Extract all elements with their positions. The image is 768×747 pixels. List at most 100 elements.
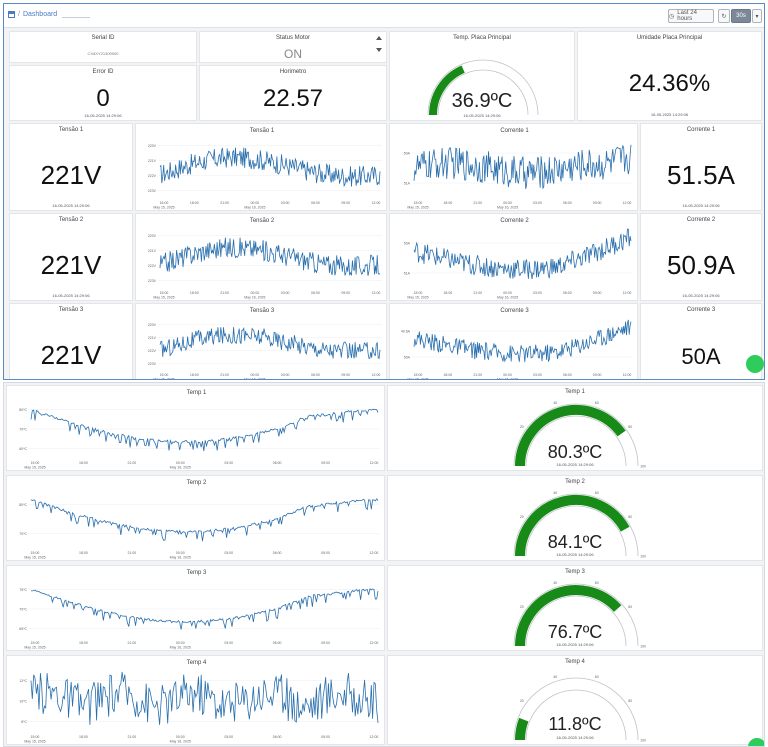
- y-tick-label: 70ºC: [19, 608, 27, 612]
- x-tick-label: May 15, 2025: [407, 296, 428, 300]
- dashboard-bottom-view: Temp 1 80ºC 70ºC 60ºC 15:00 May 15, 2025 18:00…: [3, 382, 765, 747]
- timestamp: 16-05-2025 14:29:06: [556, 642, 594, 647]
- time-range-picker[interactable]: ◷ Last 24 hours: [668, 9, 714, 23]
- x-tick-label: 03:00: [281, 201, 290, 205]
- chart-title: Temp 1: [187, 390, 207, 396]
- status-indicator[interactable]: [746, 355, 764, 373]
- timestamp: 16-05-2025 14:29:06: [556, 552, 594, 557]
- panel-temp1-chart: Temp 1 80ºC 70ºC 60ºC 15:00 May 15, 2025 18:00…: [6, 385, 385, 471]
- x-tick-label: 09:00: [341, 291, 350, 295]
- series-line: [31, 588, 379, 630]
- y-tick-label: 222V: [148, 174, 157, 178]
- horimetro-value: 22.57: [262, 85, 324, 112]
- series-line: [30, 498, 379, 542]
- x-tick-label: 21:00: [127, 461, 136, 465]
- y-tick-label: 10ºC: [19, 700, 27, 704]
- series-line: [30, 408, 379, 452]
- panel-status-motor: Status Motor ON: [199, 31, 387, 63]
- panel-title: Status Motor: [275, 35, 310, 41]
- x-tick-label: 21:00: [220, 373, 229, 377]
- panel-title: Horimetro: [279, 69, 307, 75]
- x-tick-label: 03:00: [533, 291, 542, 295]
- gauge-temp4: 20 40 60 80 100: [513, 675, 646, 743]
- x-tick-label: May 15, 2025: [153, 378, 174, 381]
- refresh-icon: ↻: [721, 13, 727, 20]
- gauge-tick-label: 20: [520, 515, 524, 519]
- breadcrumb-current[interactable]: Dashboard: [22, 11, 58, 18]
- x-tick-label: 09:00: [593, 373, 602, 377]
- gauge-outline: [513, 677, 639, 741]
- chevron-down-icon: ▾: [755, 13, 759, 20]
- x-tick-label: 03:00: [281, 291, 290, 295]
- chart-title: Tensão 3: [250, 308, 275, 314]
- x-tick-label: 00:00: [176, 551, 185, 555]
- series-line: [413, 228, 632, 280]
- y-tick-label: 222V: [148, 264, 157, 268]
- gauge-tick-label: 60: [595, 675, 599, 679]
- x-tick-label: May 15, 2025: [153, 296, 174, 300]
- gauge-temp3: 20 40 60 80 100: [513, 581, 646, 649]
- panel-corrente1-chart: Corrente 1 50A 51A 15:00 May 15, 2025 18:00 21…: [389, 123, 638, 211]
- y-tick-label: 50A: [404, 356, 411, 360]
- panel-tensao2-chart: Tensão 2 220V 221V 222V 223V 15:00 May 15, 202…: [135, 213, 387, 301]
- header-bar: / Dashboard ◷ Last 24 hours ↻ 30s ▾: [4, 4, 764, 28]
- x-tick-label: 09:00: [341, 201, 350, 205]
- panel-corrente2-stat: Corrente 2 50.9A 16-05-2025 14:29:06: [640, 213, 762, 301]
- panel-tensao1-stat: Tensão 1 221V 16-05-2025 14:29:06: [9, 123, 133, 211]
- gauge-outline: [427, 59, 539, 116]
- x-tick-label: 03:00: [224, 551, 233, 555]
- interval-dropdown[interactable]: ▾: [752, 9, 762, 23]
- x-tick-label: 21:00: [127, 551, 136, 555]
- panel-corrente2-chart: Corrente 2 50A 51A 15:00 May 15, 2025 18:00 21…: [389, 213, 638, 301]
- x-tick-label: 15:00: [31, 641, 40, 645]
- timestamp: 16-05-2025 14:29:06: [682, 203, 720, 208]
- y-tick-label: 221V: [148, 249, 157, 253]
- gauge-tick-label: 20: [520, 425, 524, 429]
- x-tick-label: 12:00: [370, 735, 379, 739]
- panel-serial-id: Serial ID CX8XY21309900: [9, 31, 197, 63]
- panel-title: Temp 3: [565, 569, 585, 575]
- timestamp: 16-05-2025 14:29:06: [650, 112, 689, 117]
- gauge-temp2: 20 40 60 80 100: [513, 491, 646, 559]
- panel-temp4-gauge: Temp 4 20 40 60 80 100 11.8ºC 16-05-2025 14:…: [387, 655, 763, 745]
- series-line: [30, 671, 379, 725]
- corrente2-value: 50.9A: [667, 250, 735, 280]
- x-tick-label: 15:00: [160, 201, 169, 205]
- x-tick-label: 06:00: [563, 201, 572, 205]
- x-tick-label: May 16, 2025: [170, 740, 191, 744]
- status-indicator[interactable]: [748, 738, 764, 746]
- panel-umidade: Umidade Placa Principal 24.36% 16-05-202…: [577, 31, 762, 121]
- gauge-fill: [515, 585, 622, 647]
- gauge-tick-label: 100: [640, 555, 646, 559]
- x-tick-label: 03:00: [533, 373, 542, 377]
- x-tick-label: 06:00: [563, 373, 572, 377]
- x-tick-label: May 15, 2025: [24, 740, 45, 744]
- x-tick-label: 09:00: [321, 735, 330, 739]
- x-tick-label: 00:00: [503, 373, 512, 377]
- x-tick-label: 12:00: [370, 461, 379, 465]
- gauge-outline: [513, 493, 639, 557]
- y-tick-label: 8ºC: [21, 720, 27, 724]
- x-tick-label: 09:00: [321, 551, 330, 555]
- refresh-interval[interactable]: 30s: [731, 9, 751, 23]
- x-tick-label: 00:00: [250, 201, 259, 205]
- gauge-value: 80.3ºC: [547, 442, 603, 462]
- home-icon[interactable]: [8, 11, 15, 18]
- x-tick-label: 15:00: [160, 291, 169, 295]
- panel-temp1-gauge: Temp 1 20 40 60 80 100 80.3ºC 16-05-2025 14:…: [387, 385, 763, 471]
- y-tick-label: 80ºC: [19, 408, 27, 412]
- y-tick-label: 223V: [148, 189, 157, 193]
- x-tick-label: May 16, 2025: [170, 646, 191, 650]
- y-tick-label: 80ºC: [19, 503, 27, 507]
- refresh-button[interactable]: ↻: [718, 9, 730, 23]
- x-tick-label: 00:00: [503, 201, 512, 205]
- scroll-up-icon[interactable]: [376, 36, 382, 40]
- x-tick-label: 15:00: [414, 201, 423, 205]
- x-tick-label: 06:00: [311, 291, 320, 295]
- timestamp: 16-05-2025 14:29:06: [84, 113, 122, 118]
- gauge-outline: [513, 403, 639, 467]
- panel-title: Temp. Placa Principal: [453, 35, 511, 41]
- y-tick-label: 12ºC: [19, 679, 27, 683]
- x-tick-label: May 16, 2025: [497, 206, 518, 210]
- scroll-down-icon[interactable]: [376, 48, 382, 52]
